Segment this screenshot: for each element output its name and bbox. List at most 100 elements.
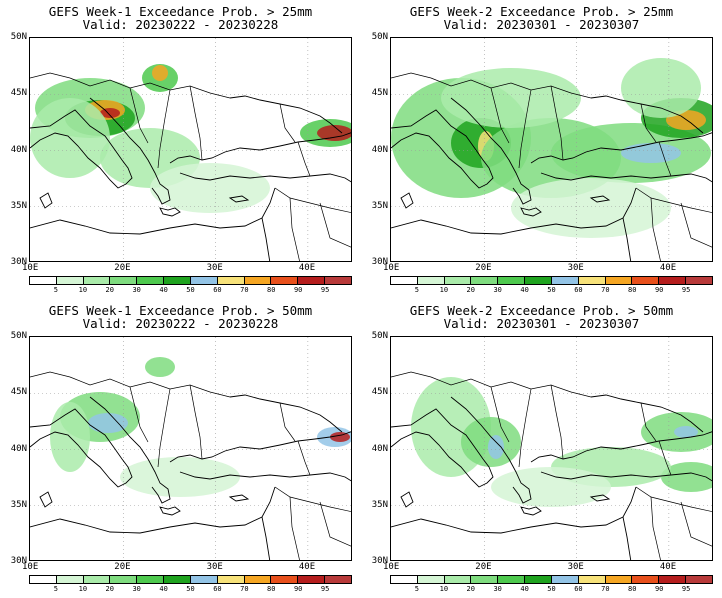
probability-contour <box>491 467 611 507</box>
coastline <box>391 109 494 189</box>
precip-map <box>30 38 351 261</box>
colorbar-label: 20 <box>105 286 114 294</box>
colorbar-label: 40 <box>159 286 168 294</box>
colorbar-label: 80 <box>628 585 637 593</box>
coastline <box>228 494 250 502</box>
panel-title: GEFS Week-2 Exceedance Prob. > 50mm <box>409 303 674 318</box>
colorbar <box>390 575 713 584</box>
country-border <box>430 77 592 99</box>
latitude-label: 45N <box>371 387 388 398</box>
colorbar-label: 80 <box>628 286 637 294</box>
colorbar-label: 80 <box>267 585 276 593</box>
colorbar-swatch <box>271 576 299 583</box>
latitude-label: 50N <box>10 331 27 341</box>
map-area <box>390 336 713 561</box>
colorbar-label: 95 <box>320 286 330 294</box>
latitude-label: 40N <box>10 443 27 454</box>
longitude-label: 40E <box>659 263 677 273</box>
country-border <box>319 501 351 547</box>
colorbar-label: 90 <box>293 286 303 294</box>
latitude-label: 40N <box>371 443 388 454</box>
colorbar-swatch <box>30 576 57 583</box>
colorbar-swatch <box>605 277 633 284</box>
probability-contour <box>330 432 350 442</box>
colorbar-label: 10 <box>78 585 88 593</box>
colorbar-label: 40 <box>159 585 168 593</box>
probability-contour <box>441 68 581 128</box>
colorbar-label: 40 <box>520 585 529 593</box>
colorbar-label: 5 <box>414 286 420 294</box>
country-border <box>658 141 672 177</box>
probability-contour <box>150 163 270 213</box>
colorbar-label: 60 <box>574 286 583 294</box>
colorbar-label: 50 <box>186 585 195 593</box>
colorbar-label: 30 <box>132 585 141 593</box>
colorbar-label: 50 <box>547 286 556 294</box>
coastline <box>520 506 542 516</box>
colorbar-swatch <box>551 277 579 284</box>
country-border <box>289 496 300 560</box>
country-border <box>157 388 171 468</box>
coastline <box>391 187 637 235</box>
longitude-label: 40E <box>298 562 316 572</box>
longitude-label: 20E <box>114 562 131 572</box>
coastline <box>30 408 133 488</box>
longitude-label: 30E <box>567 562 584 572</box>
colorbar-swatch <box>298 576 326 583</box>
country-border <box>680 501 712 547</box>
colorbar-swatch <box>83 576 111 583</box>
colorbar-label: 50 <box>186 286 195 294</box>
longitude-label: 30E <box>206 263 223 273</box>
colorbar-swatch <box>271 277 299 284</box>
colorbar-swatch <box>686 277 712 284</box>
probability-contour <box>621 143 681 163</box>
colorbar-swatch <box>578 576 606 583</box>
longitude-label: 10E <box>383 562 400 572</box>
colorbar-swatch <box>498 277 526 284</box>
latitude-label: 45N <box>10 387 27 398</box>
coastline <box>39 491 53 508</box>
colorbar-swatch <box>137 576 165 583</box>
latitude-label: 35N <box>371 499 388 510</box>
country-border <box>30 371 71 378</box>
colorbar-swatch <box>551 576 579 583</box>
country-border <box>391 72 432 79</box>
country-border <box>297 440 311 476</box>
coastline <box>400 192 414 209</box>
colorbar-swatch <box>110 277 138 284</box>
panel-valid-dates: Valid: 20230222 - 20230228 <box>82 17 279 32</box>
coastline <box>89 97 171 205</box>
colorbar-swatch <box>137 277 165 284</box>
coastline <box>391 486 637 534</box>
latitude-label: 50N <box>10 32 27 42</box>
coastline <box>589 195 611 203</box>
coastline <box>179 172 351 183</box>
colorbar-swatch <box>605 576 633 583</box>
precip-map <box>391 337 712 560</box>
colorbar-label: 30 <box>493 286 502 294</box>
latitude-label: 45N <box>10 88 27 99</box>
country-border <box>391 371 432 378</box>
colorbar-swatch <box>190 277 218 284</box>
colorbar-swatch <box>325 576 351 583</box>
country-border <box>518 388 532 468</box>
colorbar <box>29 276 352 285</box>
colorbar-label: 90 <box>654 286 664 294</box>
colorbar-label: 10 <box>439 585 449 593</box>
longitude-label: 20E <box>114 263 131 273</box>
coastline <box>530 431 712 463</box>
colorbar-label: 40 <box>520 286 529 294</box>
colorbar-label: 60 <box>213 286 222 294</box>
longitude-label: 10E <box>22 263 39 273</box>
colorbar-swatch <box>471 576 499 583</box>
coastline <box>159 506 181 516</box>
coastline <box>179 471 351 482</box>
colorbar-swatch <box>659 277 687 284</box>
colorbar-swatch <box>244 277 272 284</box>
country-border <box>157 89 171 169</box>
colorbar-swatch <box>659 576 687 583</box>
coastline <box>30 187 276 235</box>
country-border <box>30 72 71 79</box>
colorbar-label: 80 <box>267 286 276 294</box>
country-border <box>658 440 672 476</box>
